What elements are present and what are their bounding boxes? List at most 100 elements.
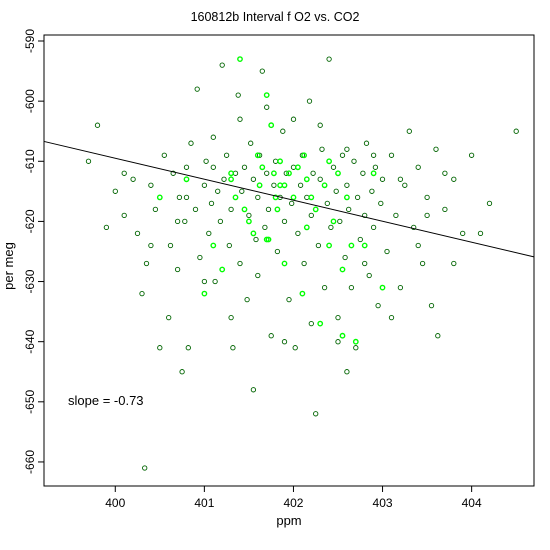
data-point	[343, 194, 350, 201]
data-point	[264, 104, 270, 110]
data-point	[369, 188, 375, 194]
data-point	[357, 236, 363, 243]
data-point	[210, 134, 216, 140]
data-point	[185, 345, 191, 351]
data-point	[360, 170, 366, 176]
data-point	[379, 284, 386, 291]
regression-line	[43, 140, 535, 258]
data-point	[321, 284, 328, 291]
data-point	[333, 188, 339, 194]
data-point	[294, 164, 301, 171]
data-point	[156, 194, 163, 201]
data-point	[280, 128, 286, 134]
data-point	[306, 98, 313, 104]
data-point	[384, 248, 390, 255]
data-point	[326, 242, 332, 249]
data-point	[85, 158, 92, 164]
data-point	[513, 128, 519, 134]
data-point	[344, 369, 350, 375]
data-point	[326, 56, 332, 62]
data-point	[301, 260, 307, 267]
data-point	[183, 194, 190, 201]
data-point	[339, 332, 346, 339]
data-point	[303, 224, 310, 231]
data-point	[468, 152, 475, 158]
data-point	[277, 182, 283, 189]
data-point	[339, 152, 346, 158]
data-point	[348, 242, 355, 249]
y-tick-label: -640	[23, 329, 37, 353]
data-point	[148, 242, 154, 249]
data-point	[351, 158, 357, 164]
data-point	[428, 302, 435, 309]
data-point	[235, 92, 241, 98]
data-point	[424, 212, 430, 219]
data-point	[363, 140, 370, 146]
data-point	[241, 206, 248, 213]
data-point	[250, 387, 257, 393]
x-tick-label: 404	[462, 496, 482, 510]
data-point	[221, 176, 227, 182]
data-point	[228, 314, 234, 321]
data-point	[201, 290, 208, 297]
data-point	[255, 272, 261, 279]
data-point	[337, 218, 343, 225]
data-point	[270, 170, 277, 177]
data-point	[219, 266, 226, 273]
data-point	[402, 182, 408, 188]
data-point	[286, 170, 292, 177]
data-point	[324, 200, 330, 207]
data-point	[460, 230, 466, 237]
slope-annotation: slope = -0.73	[68, 393, 144, 408]
y-tick-label: -660	[23, 450, 37, 474]
data-point	[215, 188, 221, 194]
data-point	[256, 182, 263, 189]
data-point	[486, 200, 493, 207]
data-point	[289, 200, 295, 207]
data-point	[139, 290, 145, 297]
x-tick-label: 401	[194, 496, 214, 510]
data-point	[148, 182, 154, 188]
data-point	[415, 242, 421, 249]
data-point	[230, 345, 236, 351]
data-point	[254, 152, 261, 159]
data-point	[370, 170, 377, 177]
plot-frame	[43, 34, 535, 487]
data-point	[263, 236, 270, 243]
y-axis: -590 -600 -610 -620 -630 -640 -650 -660	[23, 29, 44, 474]
data-point	[228, 176, 235, 183]
data-point	[326, 158, 332, 165]
data-point	[248, 140, 254, 146]
data-point	[370, 224, 377, 231]
data-point	[255, 194, 261, 201]
data-point	[308, 320, 314, 327]
data-point	[271, 182, 277, 188]
data-point	[301, 152, 307, 159]
data-point	[352, 338, 359, 345]
data-point	[244, 296, 250, 303]
x-tick-label: 400	[105, 496, 125, 510]
data-point	[411, 224, 417, 231]
data-point	[308, 194, 315, 201]
data-point	[183, 164, 190, 170]
data-point	[354, 194, 361, 201]
data-point	[241, 164, 248, 170]
data-point	[226, 242, 232, 249]
x-axis: 400 401 402 403 404	[105, 486, 482, 510]
data-point	[342, 254, 348, 261]
data-point	[130, 176, 136, 182]
data-point	[277, 158, 283, 165]
data-point	[245, 218, 252, 225]
data-point	[237, 56, 243, 62]
data-point	[308, 212, 314, 219]
data-point	[313, 411, 319, 417]
data-point	[451, 260, 457, 267]
data-point	[362, 260, 368, 267]
data-point	[335, 339, 341, 345]
data-point	[201, 278, 208, 285]
data-point	[263, 92, 270, 99]
data-point	[167, 242, 174, 249]
data-point	[268, 333, 274, 339]
data-point	[397, 284, 404, 291]
data-point	[212, 278, 218, 285]
